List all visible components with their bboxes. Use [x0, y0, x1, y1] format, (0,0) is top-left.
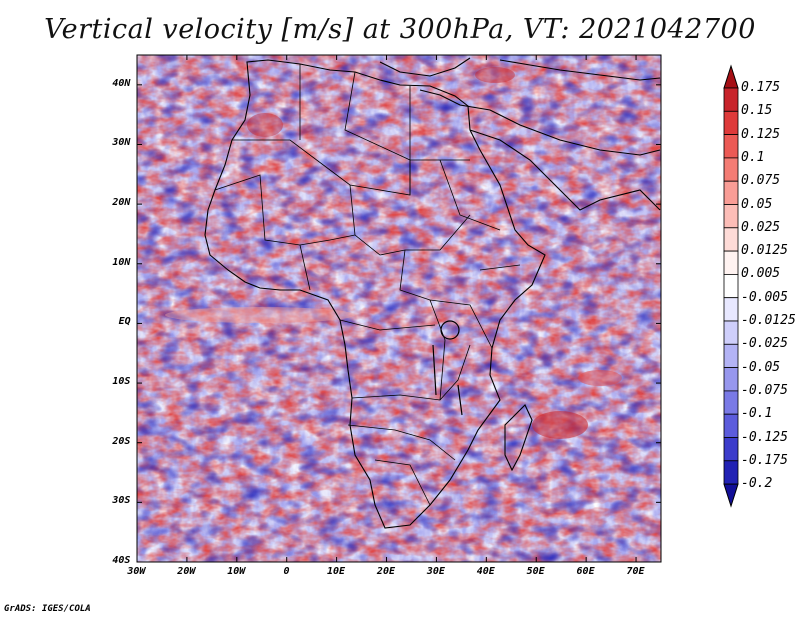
colorbar-level-label: -0.075: [741, 382, 788, 398]
colorbar-swatch: [723, 297, 739, 322]
lat-tick-label: 40N: [112, 77, 131, 89]
country-borders: [214, 64, 521, 506]
lon-tick-label: 20W: [177, 566, 196, 577]
lon-tick-label: 30W: [127, 566, 146, 577]
colorbar-swatch: [723, 87, 739, 112]
colorbar-swatch: [723, 460, 739, 485]
colorbar-max-arrow: [723, 64, 739, 89]
lat-tick-label: 20S: [112, 435, 131, 447]
lon-tick-label: 0: [283, 566, 290, 577]
chart-title: Vertical velocity [m/s] at 300hPa, VT: 2…: [44, 14, 756, 45]
colorbar-level-label: -0.005: [741, 289, 788, 305]
colorbar-level-label: 0.025: [741, 219, 781, 235]
colorbar-level-label: 0.175: [741, 80, 781, 95]
lon-tick-label: 10W: [227, 566, 246, 577]
velocity-field: [137, 55, 661, 562]
lon-tick-label: 30E: [426, 566, 445, 577]
colorbar-swatch: [723, 180, 739, 205]
map-frame: [136, 54, 662, 563]
colorbar-level-label: -0.175: [741, 452, 788, 468]
lon-tick-label: 50E: [526, 566, 545, 577]
colorbar-level-label: 0.005: [741, 266, 781, 282]
colorbar-swatch: [723, 390, 739, 415]
colorbar-swatch: [723, 250, 739, 275]
colorbar-level-label: 0.05: [741, 196, 773, 212]
colorbar-level-label: -0.1: [741, 406, 773, 422]
colorbar-swatch: [723, 413, 739, 438]
colorbar-swatch: [723, 134, 739, 159]
colorbar-swatch: [723, 437, 739, 462]
colorbar-min-arrow: [723, 483, 739, 508]
colorbar-level-label: 0.075: [741, 173, 781, 189]
lat-tick-label: 20N: [112, 197, 131, 209]
colorbar-level-label: 0.0125: [741, 243, 788, 259]
lat-tick-label: 10N: [112, 256, 131, 268]
lakes: [432, 320, 463, 416]
colorbar-level-label: -0.2: [741, 476, 773, 492]
colorbar-level-label: -0.025: [741, 336, 788, 352]
colorbar-level-label: -0.05: [741, 359, 781, 375]
lat-tick-label: EQ: [118, 316, 131, 328]
colorbar-swatch: [723, 320, 739, 345]
colorbar-swatch: [723, 227, 739, 252]
lat-tick-label: 30S: [112, 495, 131, 507]
lat-tick-label: 10S: [112, 376, 131, 388]
colorbar-level-label: -0.125: [741, 429, 788, 445]
colorbar-swatch: [723, 110, 739, 136]
colorbar-swatch: [723, 343, 739, 368]
colorbar-level-label: 0.1: [741, 149, 765, 165]
colorbar-swatch: [723, 367, 739, 392]
lon-tick-label: 20E: [376, 566, 395, 577]
lon-tick-label: 70E: [626, 566, 645, 577]
axis-ticks: [136, 55, 661, 563]
colorbar-level-label: 0.15: [741, 103, 773, 119]
colorbar-swatch: [723, 273, 739, 299]
lon-tick-label: 60E: [576, 566, 595, 577]
colorbar: [723, 64, 739, 508]
footer-credit: GrADS: IGES/COLA: [4, 604, 91, 614]
lon-tick-label: 10E: [327, 566, 346, 577]
colorbar-swatch: [723, 157, 739, 182]
lat-tick-label: 30N: [112, 137, 131, 149]
colorbar-level-label: -0.0125: [741, 313, 796, 328]
colorbar-level-label: 0.125: [741, 126, 781, 142]
lat-tick-label: 40S: [112, 555, 131, 566]
colorbar-swatch: [723, 204, 739, 229]
lon-tick-label: 40E: [476, 566, 495, 577]
